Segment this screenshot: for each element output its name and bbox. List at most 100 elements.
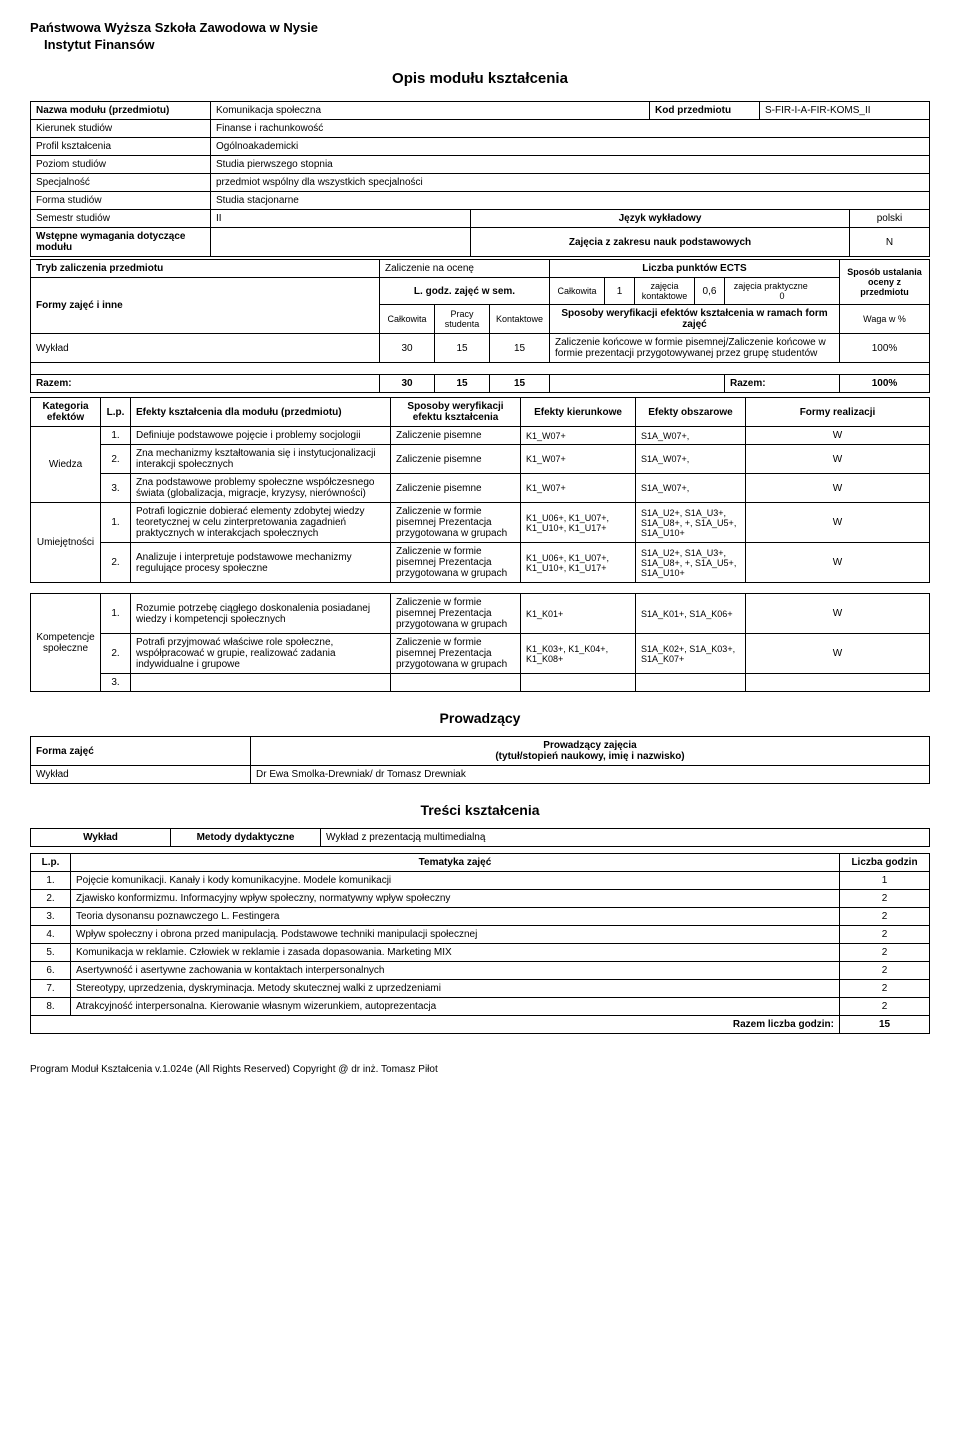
forma-label: Forma zajęć [31,737,251,766]
w-desc: Zna mechanizmy kształtowania się i insty… [131,445,391,474]
w-f: W [746,474,930,503]
eh-kier: Efekty kierunkowe [521,398,636,427]
razem-godzin-label: Razem liczba godzin: [31,1016,840,1034]
info-label: Profil kształcenia [31,138,211,156]
t-t: Atrakcyjność interpersonalna. Kierowanie… [71,998,840,1016]
k-sp [391,674,521,692]
u-sp: Zaliczenie w formie pisemnej Prezentacja… [391,543,521,583]
k-o [636,674,746,692]
k-o: S1A_K02+, S1A_K03+, S1A_K07+ [636,634,746,674]
k-f: W [746,594,930,634]
k-n: 1. [101,594,131,634]
prakt-val: 0 [779,291,784,301]
k-f [746,674,930,692]
kontaktowe-label: Kontaktowe [490,305,550,334]
wyklad-label: Wykład [31,334,380,363]
footer-text: Program Moduł Kształcenia v.1.024e (All … [30,1064,930,1075]
w-n: 2. [101,445,131,474]
u-sp: Zaliczenie w formie pisemnej Prezentacja… [391,503,521,543]
wyklad-pct: 100% [840,334,930,363]
formy-label: Formy zajęć i inne [31,278,380,334]
t-t: Stereotypy, uprzedzenia, dyskryminacja. … [71,980,840,998]
t-t: Zjawisko konformizmu. Informacyjny wpływ… [71,890,840,908]
eh-obsz: Efekty obszarowe [636,398,746,427]
t-g: 2 [840,926,930,944]
t-g: 2 [840,998,930,1016]
info-label: Specjalność [31,174,211,192]
info-label: Forma studiów [31,192,211,210]
u-f: W [746,543,930,583]
tresci-header: Wykład Metody dydaktyczne Wykład z preze… [30,828,930,847]
u-desc: Analizuje i interpretuje podstawowe mech… [131,543,391,583]
t-g: 2 [840,944,930,962]
razem-godzin-val: 15 [840,1016,930,1034]
u-f: W [746,503,930,543]
w-k: K1_W07+ [521,474,636,503]
tresci-wyklad: Wykład [31,829,171,847]
semester-label: Semestr studiów [31,210,211,228]
info-value: Ogólnoakademicki [211,138,930,156]
k-sp: Zaliczenie w formie pisemnej Prezentacja… [391,634,521,674]
calk-label2: Całkowita [550,278,605,305]
wyklad-desc: Zaliczenie końcowe w formie pisemnej/Zal… [550,334,840,363]
u-k: K1_U06+, K1_U07+, K1_U10+, K1_U17+ [521,503,636,543]
k-o: S1A_K01+, S1A_K06+ [636,594,746,634]
lang-label: Język wykładowy [471,210,850,228]
lang-value: polski [850,210,930,228]
t-t: Wpływ społeczny i obrona przed manipulac… [71,926,840,944]
effects-table: Kategoria efektów L.p. Efekty kształceni… [30,397,930,583]
tryb-value: Zaliczenie na ocenę [380,260,550,278]
w-n: 3. [101,474,131,503]
wyklad-c3: 15 [490,334,550,363]
u-n: 2. [101,543,131,583]
k-k [521,674,636,692]
godzin-label: Liczba godzin [840,854,930,872]
waga-label: Waga w % [840,305,930,334]
prowadzacy-table: Forma zajęć Prowadzący zajęcia (tytuł/st… [30,736,930,784]
calk-val: 1 [605,278,635,305]
calk-label: Całkowita [380,305,435,334]
razem-c3: 15 [490,375,550,393]
u-o: S1A_U2+, S1A_U3+, S1A_U8+, +, S1A_U5+, S… [636,543,746,583]
umie-label: Umiejętności [31,503,101,583]
prereq-empty [211,228,471,257]
w-sp: Zaliczenie pisemne [391,445,521,474]
t-t: Komunikacja w reklamie. Człowiek w rekla… [71,944,840,962]
wyklad-c1: 30 [380,334,435,363]
razem-label2: Razem: [725,375,840,393]
t-n: 7. [31,980,71,998]
sposob-label: Sposób ustalania oceny z przedmiotu [840,260,930,305]
t-g: 2 [840,908,930,926]
u-n: 1. [101,503,131,543]
institute-name: Instytut Finansów [44,37,930,52]
w-o: S1A_W07+, [636,445,746,474]
eh-lp: L.p. [101,398,131,427]
w-n: 1. [101,427,131,445]
w-sp: Zaliczenie pisemne [391,427,521,445]
t-t: Pojęcie komunikacji. Kanały i kody komun… [71,872,840,890]
prereq-value: N [850,228,930,257]
metody-value: Wykład z prezentacją multimedialną [321,829,930,847]
w-f: W [746,445,930,474]
module-code-label: Kod przedmiotu [650,102,760,120]
prereq-label: Wstępne wymagania dotyczące modułu [31,228,211,257]
lp-label: L.p. [31,854,71,872]
w-f: W [746,427,930,445]
t-n: 4. [31,926,71,944]
info-label: Poziom studiów [31,156,211,174]
k-k: K1_K03+, K1_K04+, K1_K08+ [521,634,636,674]
k-n: 3. [101,674,131,692]
t-g: 2 [840,980,930,998]
semester-value: II [211,210,471,228]
u-desc: Potrafi logicznie dobierać elementy zdob… [131,503,391,543]
godz-label: L. godz. zajęć w sem. [380,278,550,305]
k-desc [131,674,391,692]
prereq-value-label: Zajęcia z zakresu nauk podstawowych [471,228,850,257]
t-n: 3. [31,908,71,926]
eh-kat: Kategoria efektów [31,398,101,427]
komp-label: Kompetencje społeczne [31,594,101,692]
w-o: S1A_W07+, [636,427,746,445]
k-desc: Potrafi przyjmować właściwe role społecz… [131,634,391,674]
tresci-title: Treści kształcenia [30,802,930,818]
credit-table: Tryb zaliczenia przedmiotu Zaliczenie na… [30,259,930,393]
